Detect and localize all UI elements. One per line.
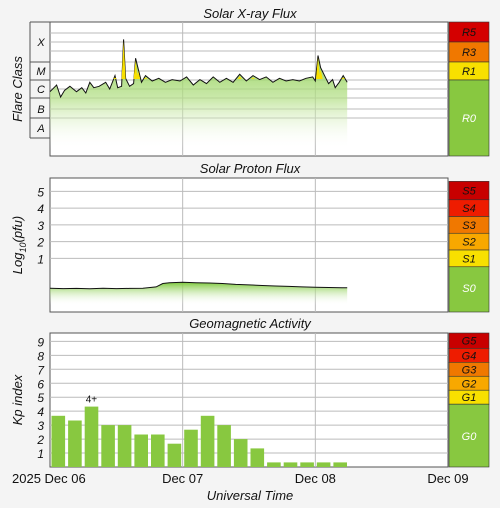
xray-ylabel: Flare Class: [10, 56, 25, 122]
proton-ytick: 3: [37, 219, 44, 233]
proton-title: Solar Proton Flux: [200, 161, 301, 176]
flare-class-label: A: [36, 123, 44, 135]
flare-class-label: B: [37, 104, 44, 116]
kp-ytick: 6: [37, 377, 44, 391]
kp-bar: [250, 448, 265, 467]
proton-scale-label: S4: [462, 203, 475, 215]
kp-bar: [101, 425, 115, 467]
kp-scale-label: G2: [462, 378, 477, 390]
xray-mclass-peak: [143, 77, 148, 79]
kp-title: Geomagnetic Activity: [189, 316, 312, 331]
kp-bar-annotation: 4+: [86, 395, 98, 406]
proton-ytick: 4: [37, 202, 44, 216]
proton-scale-label: S1: [462, 253, 475, 265]
xray-mclass-peak: [341, 77, 346, 79]
xray-mclass-peak: [113, 77, 118, 79]
xray-series: [49, 39, 348, 150]
proton-series: [49, 281, 348, 305]
kp-bar: [117, 425, 132, 467]
xray-mclass-peak: [315, 57, 320, 79]
proton-flux-fill: [50, 282, 348, 305]
kp-ytick: 8: [37, 349, 44, 363]
kp-ytick: 2: [36, 433, 44, 447]
kp-bar: [217, 425, 231, 467]
r-scale-label: R5: [462, 27, 477, 39]
kp-ytick: 9: [37, 335, 44, 349]
kp-scale: G5 G4 G3 G2 G1 G0: [448, 332, 490, 468]
xray-mclass-peak: [121, 41, 126, 79]
kp-ylabel: Kp index: [10, 374, 25, 425]
kp-scale-label: G1: [462, 392, 477, 404]
kp-bar: [167, 443, 182, 467]
proton-flux-line: [49, 281, 348, 290]
kp-scale-band-g0: [448, 403, 490, 468]
proton-grid: [50, 178, 448, 312]
kp-xlabel: Universal Time: [207, 488, 294, 503]
x-tick-label: Dec 08: [295, 471, 336, 486]
kp-scale-label: G4: [462, 350, 477, 362]
x-tick-label: Dec 07: [162, 471, 203, 486]
kp-bar: [134, 434, 148, 467]
proton-ytick: 5: [37, 185, 44, 199]
proton-ytick: 2: [36, 236, 44, 250]
kp-ytick: 4: [37, 405, 44, 419]
xray-mclass-peak: [136, 70, 141, 79]
r-scale-label: R1: [462, 66, 476, 78]
flare-class-label: X: [36, 37, 45, 49]
proton-scale-label: S5: [462, 186, 476, 198]
kp-bar: [200, 415, 215, 467]
xray-mclass-peak: [133, 60, 138, 79]
xray-scale: R5 R3 R1 R0: [448, 21, 490, 157]
kp-bar: [84, 406, 99, 467]
kp-xticks: 2025 Dec 06 Dec 07 Dec 08 Dec 09: [12, 471, 469, 486]
xray-title: Solar X-ray Flux: [203, 6, 297, 21]
kp-scale-label: G0: [462, 431, 478, 443]
kp-ytick: 7: [37, 363, 45, 377]
kp-bar: [151, 434, 165, 467]
r-scale-label: R3: [462, 47, 477, 59]
kp-ytick: 1: [37, 447, 44, 461]
kp-scale-label: G3: [462, 364, 478, 376]
proton-scale: S5 S4 S3 S2 S1 S0: [448, 181, 490, 313]
kp-bar: [184, 429, 198, 467]
xray-flux-line: [49, 39, 348, 99]
proton-ylabel: Log10(pfu): [10, 216, 28, 274]
kp-bar: [68, 420, 82, 467]
kp-grid: [50, 333, 448, 467]
proton-scale-label: S2: [462, 237, 475, 249]
kp-ytick: 3: [37, 419, 44, 433]
xray-mclass-peak: [250, 77, 255, 79]
kp-bar: [51, 415, 66, 467]
flare-class-label: M: [36, 66, 46, 78]
kp-bar: [300, 462, 314, 467]
r-scale-band-r0: [448, 79, 490, 157]
proton-scale-label: S3: [462, 220, 476, 232]
xray-mclass-peak: [318, 69, 323, 79]
proton-scale-band-s0: [448, 266, 490, 313]
proton-yticks: 1 2 3 4 5: [36, 185, 44, 266]
flare-class-label: C: [37, 84, 45, 96]
kp-bar: [267, 462, 281, 467]
x-tick-label: Dec 09: [427, 471, 468, 486]
proton-scale-label: S0: [462, 283, 476, 295]
kp-bars: 4+: [51, 395, 347, 467]
kp-bar: [316, 462, 331, 467]
proton-ytick: 1: [37, 252, 44, 266]
kp-ytick: 5: [37, 391, 44, 405]
kp-bar: [283, 462, 298, 467]
r-scale-label: R0: [462, 113, 477, 125]
kp-bar: [333, 462, 347, 467]
kp-bar: [233, 439, 248, 467]
x-tick-label: 2025 Dec 06: [12, 471, 86, 486]
kp-scale-label: G5: [462, 336, 478, 348]
xray-mclass-peak: [237, 76, 242, 79]
